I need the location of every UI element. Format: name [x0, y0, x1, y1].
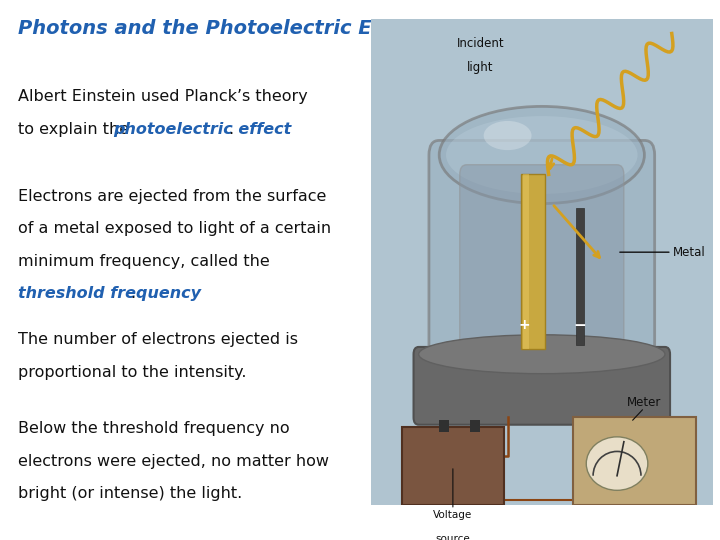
FancyBboxPatch shape [413, 347, 670, 424]
Text: electrons were ejected, no matter how: electrons were ejected, no matter how [18, 454, 329, 469]
Text: The number of electrons ejected is: The number of electrons ejected is [18, 332, 298, 347]
Text: Meter: Meter [627, 396, 662, 409]
Text: Below the threshold frequency no: Below the threshold frequency no [18, 421, 289, 436]
Text: minimum frequency, called the: minimum frequency, called the [18, 254, 270, 269]
Text: Incident: Incident [456, 37, 504, 50]
Text: Voltage: Voltage [433, 510, 472, 519]
FancyBboxPatch shape [402, 427, 504, 505]
Text: .: . [228, 122, 233, 137]
Ellipse shape [446, 116, 638, 194]
Text: bright (or intense) the light.: bright (or intense) the light. [18, 486, 242, 501]
Text: +: + [519, 318, 531, 332]
Bar [439, 420, 449, 432]
Text: of a metal exposed to light of a certain: of a metal exposed to light of a certain [18, 221, 331, 237]
Text: Metal: Metal [673, 246, 706, 259]
Text: Albert Einstein used Planck’s theory: Albert Einstein used Planck’s theory [18, 89, 307, 104]
Text: to explain the: to explain the [18, 122, 134, 137]
Bar [521, 174, 545, 349]
Text: Photons and the Photoelectric Effect: Photons and the Photoelectric Effect [18, 19, 423, 38]
FancyBboxPatch shape [460, 165, 624, 369]
Ellipse shape [484, 121, 531, 150]
Ellipse shape [418, 335, 665, 374]
Bar [470, 420, 480, 432]
FancyBboxPatch shape [572, 417, 696, 505]
Text: photoelectric effect: photoelectric effect [113, 122, 292, 137]
Ellipse shape [586, 437, 648, 490]
Text: light: light [467, 61, 493, 74]
Bar [523, 174, 529, 349]
Text: .: . [130, 286, 135, 301]
Text: threshold frequency: threshold frequency [18, 286, 201, 301]
FancyBboxPatch shape [429, 140, 654, 383]
Ellipse shape [467, 345, 617, 374]
Text: proportional to the intensity.: proportional to the intensity. [18, 364, 246, 380]
Text: Electrons are ejected from the surface: Electrons are ejected from the surface [18, 189, 326, 204]
Text: −: − [573, 318, 586, 333]
Bar [576, 208, 583, 345]
Ellipse shape [439, 106, 644, 204]
Text: source: source [436, 534, 470, 540]
